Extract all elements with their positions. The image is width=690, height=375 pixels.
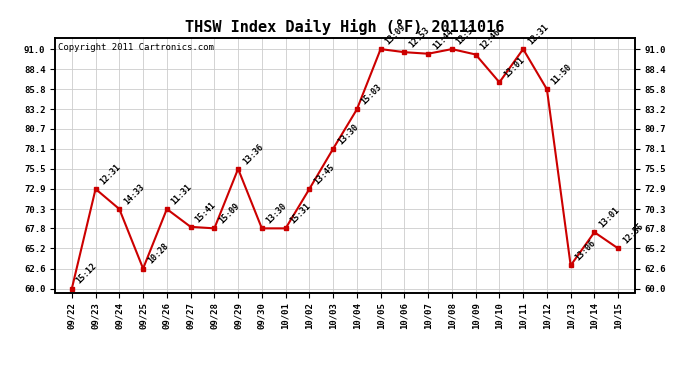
Text: 11:44: 11:44: [431, 27, 455, 51]
Text: 12:55: 12:55: [621, 222, 645, 246]
Text: 12:46: 12:46: [478, 28, 502, 52]
Text: 12:57: 12:57: [455, 22, 479, 46]
Text: 11:50: 11:50: [550, 63, 573, 87]
Text: 13:30: 13:30: [265, 201, 288, 226]
Text: 13:30: 13:30: [336, 122, 360, 146]
Text: 13:06: 13:06: [573, 238, 598, 262]
Text: 15:31: 15:31: [288, 201, 313, 226]
Text: 13:09: 13:09: [384, 22, 408, 46]
Text: 15:09: 15:09: [217, 201, 241, 226]
Text: 15:03: 15:03: [359, 82, 384, 106]
Text: 13:45: 13:45: [312, 162, 336, 186]
Text: 14:33: 14:33: [122, 182, 146, 206]
Text: 15:41: 15:41: [193, 200, 217, 224]
Text: 12:31: 12:31: [99, 162, 122, 186]
Text: 13:01: 13:01: [502, 56, 526, 80]
Text: 11:31: 11:31: [170, 182, 194, 206]
Text: 10:28: 10:28: [146, 242, 170, 266]
Text: 12:31: 12:31: [526, 22, 550, 46]
Text: 13:36: 13:36: [241, 142, 265, 166]
Text: Copyright 2011 Cartronics.com: Copyright 2011 Cartronics.com: [58, 43, 214, 52]
Text: 15:12: 15:12: [75, 262, 99, 286]
Text: 12:53: 12:53: [407, 26, 431, 50]
Text: 13:01: 13:01: [598, 206, 621, 230]
Title: THSW Index Daily High (°F) 20111016: THSW Index Daily High (°F) 20111016: [186, 19, 504, 35]
